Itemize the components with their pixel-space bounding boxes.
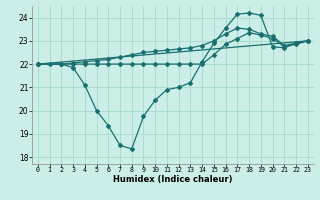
X-axis label: Humidex (Indice chaleur): Humidex (Indice chaleur)	[113, 175, 233, 184]
